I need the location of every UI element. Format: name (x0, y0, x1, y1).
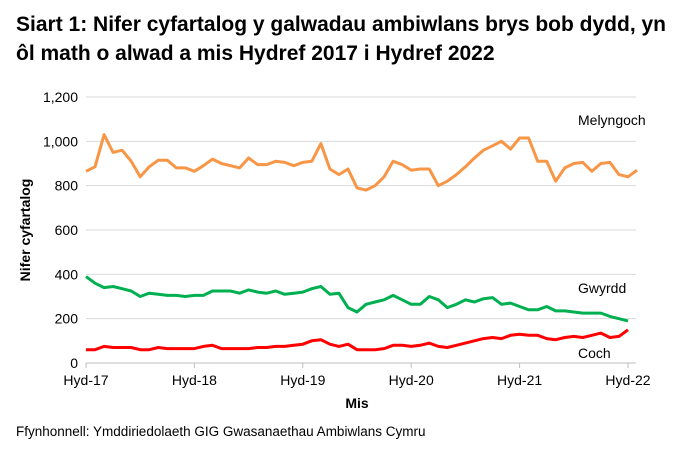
y-tick-label: 400 (55, 266, 79, 282)
series-label: Melyngoch (578, 112, 646, 128)
y-tick-label: 600 (55, 222, 79, 238)
x-tick-label: Hyd-20 (389, 372, 434, 388)
x-tick-labels: Hyd-17 Hyd-18 Hyd-19 Hyd-20 Hyd-21 Hyd-22 (63, 363, 651, 388)
x-tick-label: Hyd-19 (280, 372, 325, 388)
series-line-gwyrdd (85, 275, 629, 323)
y-axis-label: Nifer cyfartalog (17, 179, 33, 282)
y-tick-label: 0 (70, 355, 78, 371)
y-tick-label: 1,200 (43, 89, 78, 105)
y-tick-label: 1,000 (43, 133, 78, 149)
x-axis-label: Mis (345, 395, 369, 411)
x-tick-label: Hyd-21 (497, 372, 542, 388)
y-tick-label: 800 (55, 178, 79, 194)
x-tick-label: Hyd-18 (172, 372, 217, 388)
series-line-melyngoch (85, 133, 638, 192)
chart-title: Siart 1: Nifer cyfartalog y galwadau amb… (16, 13, 666, 65)
source-note: Ffynhonnell: Ymddiriedolaeth GIG Gwasana… (16, 424, 426, 439)
series-lines (85, 133, 638, 352)
x-tick-label: Hyd-17 (63, 372, 108, 388)
y-tick-label: 200 (55, 311, 79, 327)
series-label: Gwyrdd (578, 280, 626, 296)
y-tick-labels: 0 200 400 600 800 1,000 1,200 (43, 89, 78, 371)
series-labels: Melyngoch Gwyrdd Coch (578, 112, 646, 361)
series-line-coch (86, 328, 629, 352)
series-label: Coch (578, 345, 611, 361)
gridlines (86, 96, 636, 364)
x-tick-label: Hyd-22 (605, 372, 650, 388)
